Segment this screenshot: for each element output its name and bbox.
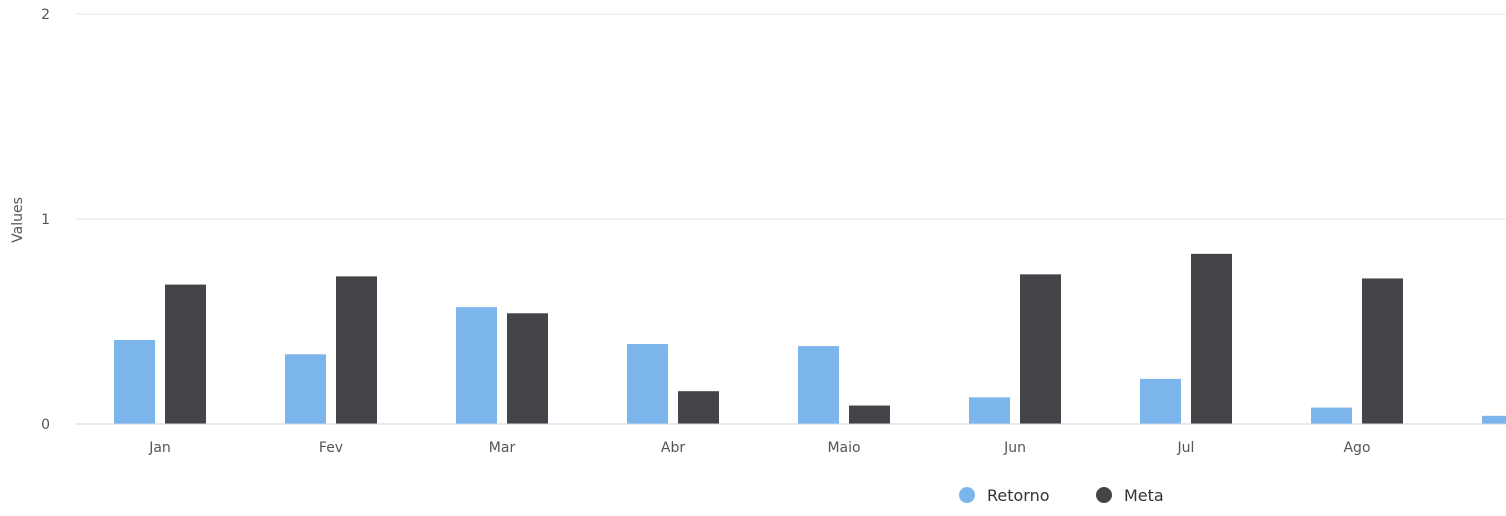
bar-meta-abr[interactable] <box>678 391 719 424</box>
x-tick-label: Jan <box>148 440 171 456</box>
x-tick-label: Maio <box>827 440 860 456</box>
x-tick-label: Ago <box>1343 440 1370 456</box>
bar-meta-maio[interactable] <box>849 405 890 424</box>
legend-marker <box>959 487 975 503</box>
bar-retorno-jan[interactable] <box>114 339 155 424</box>
legend-label: Meta <box>1124 486 1164 505</box>
bar-meta-fev[interactable] <box>336 276 377 424</box>
bar-retorno-jul[interactable] <box>1140 378 1181 424</box>
legend-marker <box>1096 487 1112 503</box>
bar-retorno-cat8[interactable] <box>1482 415 1506 424</box>
legend-item-retorno[interactable]: Retorno <box>959 486 1050 505</box>
x-tick-label: Mar <box>489 440 516 456</box>
bar-retorno-abr[interactable] <box>627 344 668 424</box>
y-tick-label: 0 <box>41 417 50 433</box>
x-tick-label: Jun <box>1003 440 1026 456</box>
legend-label: Retorno <box>987 486 1050 505</box>
grid-lines <box>75 13 1506 220</box>
bar-meta-jul[interactable] <box>1191 253 1232 424</box>
bar-meta-mar[interactable] <box>507 313 548 424</box>
bar-meta-jan[interactable] <box>165 284 206 424</box>
x-tick-label: Jul <box>1177 440 1195 456</box>
bar-retorno-fev[interactable] <box>285 354 326 424</box>
bar-meta-jun[interactable] <box>1020 274 1061 424</box>
legend: Retorno Meta <box>959 486 1164 505</box>
bar-retorno-ago[interactable] <box>1311 407 1352 424</box>
bars <box>114 253 1506 424</box>
x-axis: Jan Fev Mar Abr Maio Jun Jul Ago <box>148 440 1370 456</box>
bar-retorno-mar[interactable] <box>456 307 497 424</box>
bar-retorno-maio[interactable] <box>798 346 839 424</box>
y-axis: 0 1 2 <box>41 7 50 433</box>
x-tick-label: Abr <box>661 440 685 456</box>
x-tick-label: Fev <box>319 440 343 456</box>
y-tick-label: 1 <box>41 212 50 228</box>
legend-item-meta[interactable]: Meta <box>1096 486 1164 505</box>
y-tick-label: 2 <box>41 7 50 23</box>
y-axis-title: Values <box>10 197 26 243</box>
bar-meta-ago[interactable] <box>1362 278 1403 424</box>
bar-retorno-jun[interactable] <box>969 397 1010 424</box>
